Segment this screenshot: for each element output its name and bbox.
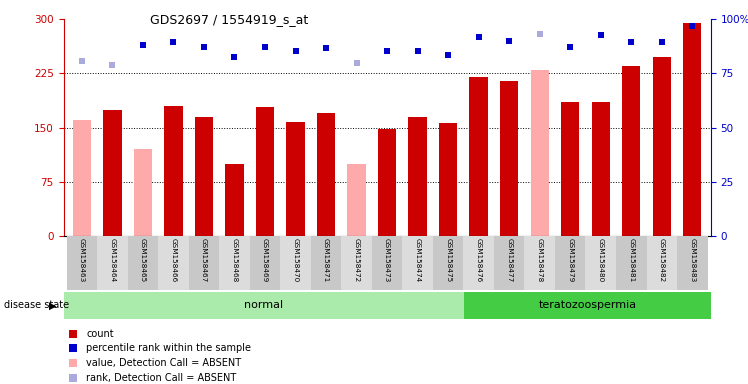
Bar (128, 236, 158, 290)
Text: GSM158483: GSM158483 (690, 238, 696, 282)
Bar (402, 236, 433, 290)
Bar (165, 106, 183, 236)
Bar (188, 236, 219, 290)
Text: GSM158467: GSM158467 (201, 238, 207, 282)
Text: GSM158473: GSM158473 (384, 238, 390, 282)
Text: GSM158477: GSM158477 (506, 238, 512, 282)
Text: GSM158480: GSM158480 (598, 238, 604, 282)
Text: GSM158479: GSM158479 (567, 238, 573, 282)
Bar (646, 236, 677, 290)
Text: teratozoospermia: teratozoospermia (539, 300, 637, 310)
Bar (592, 103, 610, 236)
Bar (225, 164, 244, 236)
Bar (378, 129, 396, 236)
Bar (372, 236, 402, 290)
Bar (561, 103, 580, 236)
Bar (250, 236, 280, 290)
Bar (439, 122, 457, 236)
Bar (317, 113, 335, 236)
Text: count: count (86, 329, 114, 339)
Text: GSM158482: GSM158482 (659, 238, 665, 282)
Text: GSM158470: GSM158470 (292, 238, 298, 282)
Bar (524, 236, 555, 290)
Bar (134, 149, 152, 236)
Text: percentile rank within the sample: percentile rank within the sample (86, 343, 251, 353)
Bar (310, 236, 341, 290)
Text: GSM158465: GSM158465 (140, 238, 146, 282)
Text: GSM158469: GSM158469 (262, 238, 268, 282)
Text: GSM158463: GSM158463 (79, 238, 85, 282)
Bar (470, 77, 488, 236)
Bar (494, 236, 524, 290)
Bar (158, 236, 188, 290)
Text: GSM158471: GSM158471 (323, 238, 329, 282)
Text: GSM158475: GSM158475 (445, 238, 451, 282)
Text: ▶: ▶ (49, 300, 56, 310)
Bar (433, 236, 464, 290)
Text: GSM158478: GSM158478 (536, 238, 543, 282)
Text: GSM158474: GSM158474 (414, 238, 420, 282)
Text: GSM158472: GSM158472 (354, 238, 360, 282)
Text: GDS2697 / 1554919_s_at: GDS2697 / 1554919_s_at (150, 13, 308, 26)
Text: rank, Detection Call = ABSENT: rank, Detection Call = ABSENT (86, 373, 236, 383)
Bar (616, 236, 646, 290)
Bar (652, 57, 671, 236)
Text: value, Detection Call = ABSENT: value, Detection Call = ABSENT (86, 358, 242, 368)
Text: GSM158468: GSM158468 (231, 238, 238, 282)
Bar (347, 164, 366, 236)
Bar (219, 236, 250, 290)
Bar (530, 70, 549, 236)
FancyBboxPatch shape (464, 292, 711, 319)
Bar (341, 236, 372, 290)
Bar (256, 108, 275, 236)
Bar (408, 117, 427, 236)
Bar (194, 117, 213, 236)
Bar (622, 66, 640, 236)
Bar (586, 236, 616, 290)
Bar (555, 236, 586, 290)
Text: disease state: disease state (4, 300, 69, 310)
Bar (286, 122, 304, 236)
Bar (280, 236, 310, 290)
Bar (500, 81, 518, 236)
FancyBboxPatch shape (64, 292, 464, 319)
Bar (464, 236, 494, 290)
Bar (97, 236, 128, 290)
Text: GSM158476: GSM158476 (476, 238, 482, 282)
Text: GSM158464: GSM158464 (109, 238, 115, 282)
Bar (103, 109, 122, 236)
Bar (73, 121, 91, 236)
Text: GSM158466: GSM158466 (171, 238, 177, 282)
Text: GSM158481: GSM158481 (628, 238, 634, 282)
Bar (67, 236, 97, 290)
Bar (677, 236, 708, 290)
Text: normal: normal (245, 300, 283, 310)
Bar (683, 23, 702, 236)
